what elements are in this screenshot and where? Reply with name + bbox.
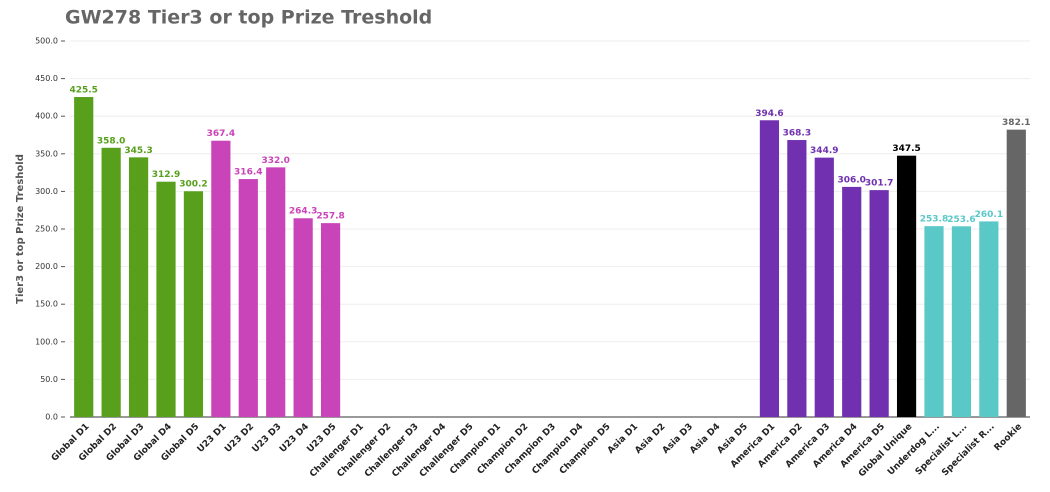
chart-title: GW278 Tier3 or top Prize Treshold (65, 7, 432, 29)
y-tick-label: 500.0 (35, 37, 58, 46)
value-label: 344.9 (810, 146, 838, 156)
x-tick-label: Champion D5 (558, 422, 613, 477)
y-tick-label: 200.0 (35, 262, 58, 271)
x-tick-label: Specialist R... (940, 422, 996, 478)
value-label: 332.0 (261, 156, 289, 166)
value-label: 358.0 (97, 136, 125, 146)
y-tick-label: 0.0 (45, 413, 58, 422)
bar (979, 221, 999, 417)
y-tick-label: 100.0 (35, 337, 58, 346)
bar (238, 179, 258, 417)
bar (759, 120, 780, 417)
bar (183, 191, 204, 417)
value-label: 368.3 (783, 129, 811, 139)
y-tick-label: 300.0 (35, 187, 58, 196)
value-label: 301.7 (865, 179, 893, 189)
x-tick-label: U23 D2 (223, 422, 256, 455)
bar (101, 147, 121, 417)
x-tick-label: U23 D4 (278, 422, 311, 455)
y-tick-label: 400.0 (35, 112, 58, 121)
bar (924, 226, 944, 417)
value-label: 306.0 (837, 175, 865, 185)
bar (896, 155, 917, 417)
x-tick-label: U23 D3 (251, 422, 284, 455)
y-tick-label: 150.0 (35, 300, 58, 309)
bar (951, 226, 972, 417)
value-label: 345.3 (124, 146, 152, 156)
bar (320, 223, 341, 417)
y-tick-label: 350.0 (35, 149, 58, 158)
x-tick-label: U23 D1 (196, 422, 229, 455)
value-label: 382.1 (1002, 118, 1030, 128)
y-tick-label: 250.0 (35, 225, 58, 234)
value-label: 300.2 (179, 180, 207, 190)
value-label: 260.1 (975, 210, 1003, 220)
bar (869, 190, 889, 417)
value-label: 425.5 (69, 86, 97, 96)
value-label: 312.9 (152, 170, 180, 180)
value-label: 367.4 (207, 129, 235, 139)
bar (74, 97, 94, 418)
bar (842, 186, 862, 417)
value-label: 347.5 (892, 144, 920, 154)
bar (787, 140, 807, 418)
y-tick-label: 50.0 (40, 375, 58, 384)
x-tick-label: Rookie (993, 422, 1024, 453)
value-label: 316.4 (234, 168, 262, 178)
bar (211, 140, 231, 417)
value-label: 253.6 (947, 215, 975, 225)
bar (128, 157, 149, 417)
bar (1006, 129, 1026, 417)
bar (266, 167, 286, 417)
bar (156, 181, 176, 417)
bar (293, 218, 313, 417)
value-label: 264.3 (289, 207, 317, 217)
value-label: 257.8 (316, 212, 344, 222)
y-axis-label: Tier3 or top Prize Treshold (15, 154, 26, 304)
value-label: 394.6 (755, 109, 783, 119)
y-tick-label: 450.0 (35, 74, 58, 83)
bar (814, 157, 834, 417)
value-label: 253.8 (920, 215, 948, 225)
